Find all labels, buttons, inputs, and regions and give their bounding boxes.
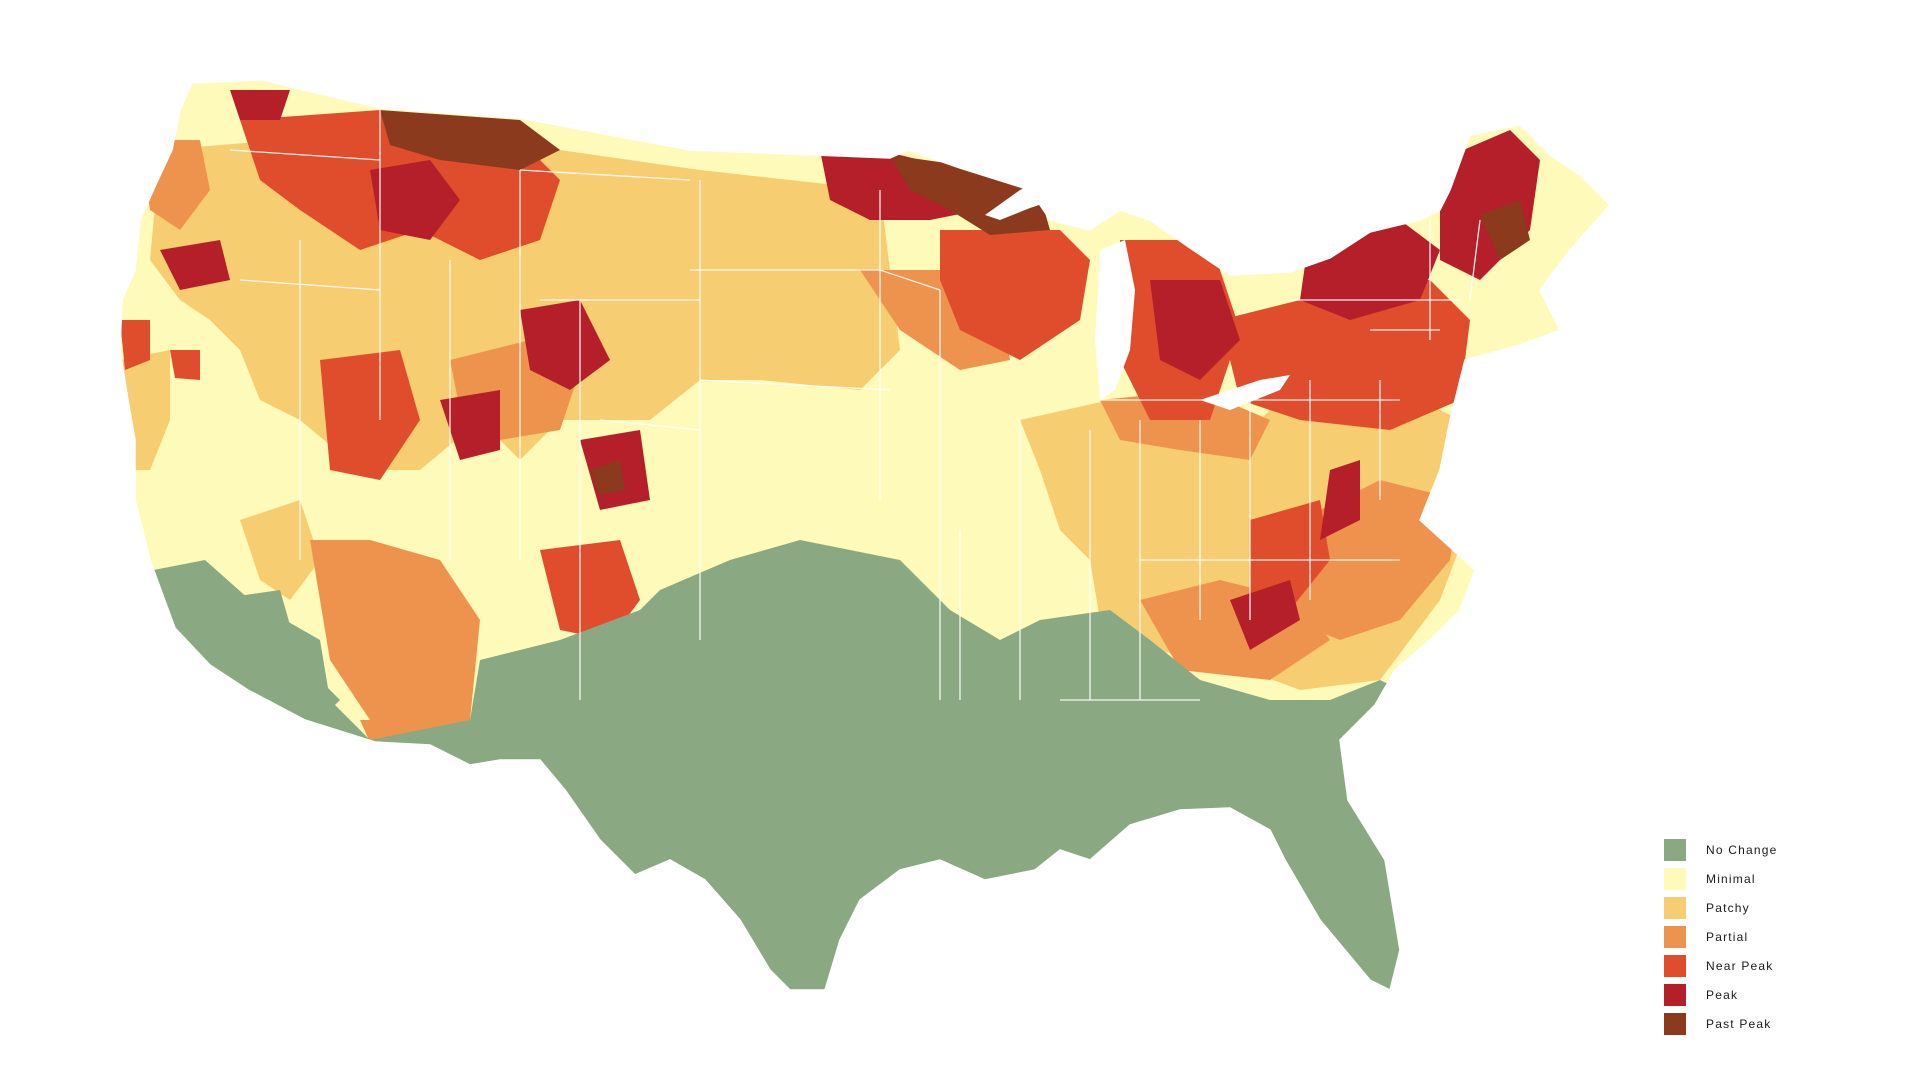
- region-peak-west-virginia: [1320, 460, 1360, 540]
- region-near-peak-ca-coast: [120, 320, 150, 370]
- region-peak-lower-michigan: [1150, 280, 1240, 380]
- legend-swatch-partial: [1664, 925, 1686, 948]
- legend-label-patchy: Patchy: [1706, 900, 1750, 915]
- legend-label-partial: Partial: [1706, 929, 1749, 944]
- region-no-change-desert: [210, 590, 340, 720]
- legend-label-no-change: No Change: [1706, 842, 1778, 857]
- region-near-peak-wisconsin: [940, 230, 1090, 360]
- region-past-peak-maine-nh: [1480, 200, 1530, 260]
- legend-swatch-minimal: [1664, 867, 1686, 890]
- region-near-peak-northeast: [1220, 280, 1470, 430]
- legend-label-peak: Peak: [1706, 987, 1739, 1002]
- region-near-peak-new-mexico: [540, 540, 640, 640]
- legend-item-patchy: Patchy: [1664, 893, 1864, 922]
- legend-item-minimal: Minimal: [1664, 864, 1864, 893]
- legend-swatch-near-peak: [1664, 954, 1686, 977]
- lake-erie: [1200, 375, 1290, 410]
- legend-swatch-peak: [1664, 983, 1686, 1006]
- legend-swatch-patchy: [1664, 896, 1686, 919]
- region-past-peak-montana: [380, 110, 560, 170]
- region-peak-idaho: [370, 160, 460, 240]
- region-partial-southwest: [310, 540, 480, 740]
- us-outline: [119, 79, 1612, 992]
- legend-label-minimal: Minimal: [1706, 871, 1756, 886]
- legend-item-near-peak: Near Peak: [1664, 951, 1864, 980]
- region-near-peak-idaho-utah: [320, 350, 420, 480]
- region-near-peak-ca-north: [170, 350, 200, 380]
- legend-item-partial: Partial: [1664, 922, 1864, 951]
- lake-superior: [985, 175, 1070, 220]
- region-peak-washington: [230, 90, 290, 120]
- legend-swatch-past-peak: [1664, 1012, 1686, 1035]
- legend-item-no-change: No Change: [1664, 835, 1864, 864]
- region-past-peak-colorado-spot: [590, 460, 625, 495]
- legend-label-past-peak: Past Peak: [1706, 1016, 1772, 1031]
- lake-michigan: [1095, 240, 1135, 400]
- legend-swatch-no-change: [1664, 838, 1686, 861]
- legend-label-near-peak: Near Peak: [1706, 958, 1774, 973]
- legend-item-peak: Peak: [1664, 980, 1864, 1009]
- legend-item-past-peak: Past Peak: [1664, 1009, 1864, 1038]
- region-peak-oregon: [160, 240, 230, 290]
- region-peak-wyoming: [520, 300, 610, 390]
- region-peak-smokies: [1230, 580, 1300, 650]
- region-peak-utah: [440, 390, 500, 460]
- map-legend: No Change Minimal Patchy Partial Near Pe…: [1664, 835, 1864, 1038]
